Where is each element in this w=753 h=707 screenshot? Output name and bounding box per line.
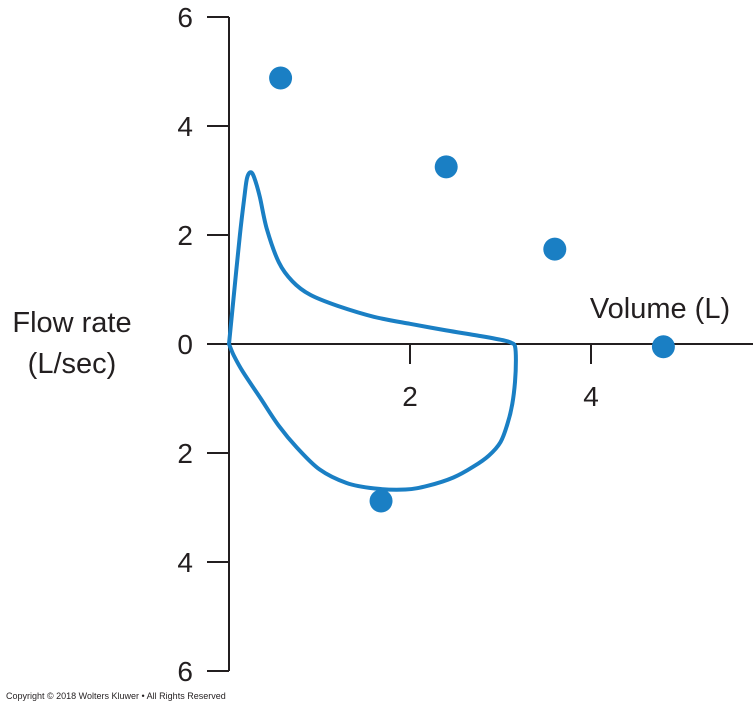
x-axis-ticks: 246 <box>402 344 599 412</box>
flow-volume-loop <box>227 170 518 492</box>
x-tick-label: 2 <box>402 381 418 412</box>
x-tick-label: 4 <box>583 381 599 412</box>
data-point <box>369 489 393 513</box>
y-tick-label: 2 <box>177 220 193 251</box>
y-tick-label: 4 <box>177 111 193 142</box>
y-axis-ticks: 6 4 2 0 2 4 6 <box>177 2 229 687</box>
y-tick-label: 6 <box>177 656 193 687</box>
data-point <box>651 335 675 359</box>
y-axis-label-line-2: (L/sec) <box>28 348 117 380</box>
y-axis-label-line-1: Flow rate <box>12 307 131 339</box>
y-tick-label: 2 <box>177 438 193 469</box>
x-axis-label: Volume (L) <box>590 293 730 325</box>
y-tick-label: 6 <box>177 2 193 33</box>
data-point <box>543 237 567 261</box>
copyright-notice: Copyright © 2018 Wolters Kluwer • All Ri… <box>6 691 226 701</box>
data-points <box>269 66 675 513</box>
y-tick-label: 4 <box>177 547 193 578</box>
y-tick-label: 0 <box>177 329 193 360</box>
data-point <box>269 66 293 90</box>
data-point <box>434 155 458 179</box>
